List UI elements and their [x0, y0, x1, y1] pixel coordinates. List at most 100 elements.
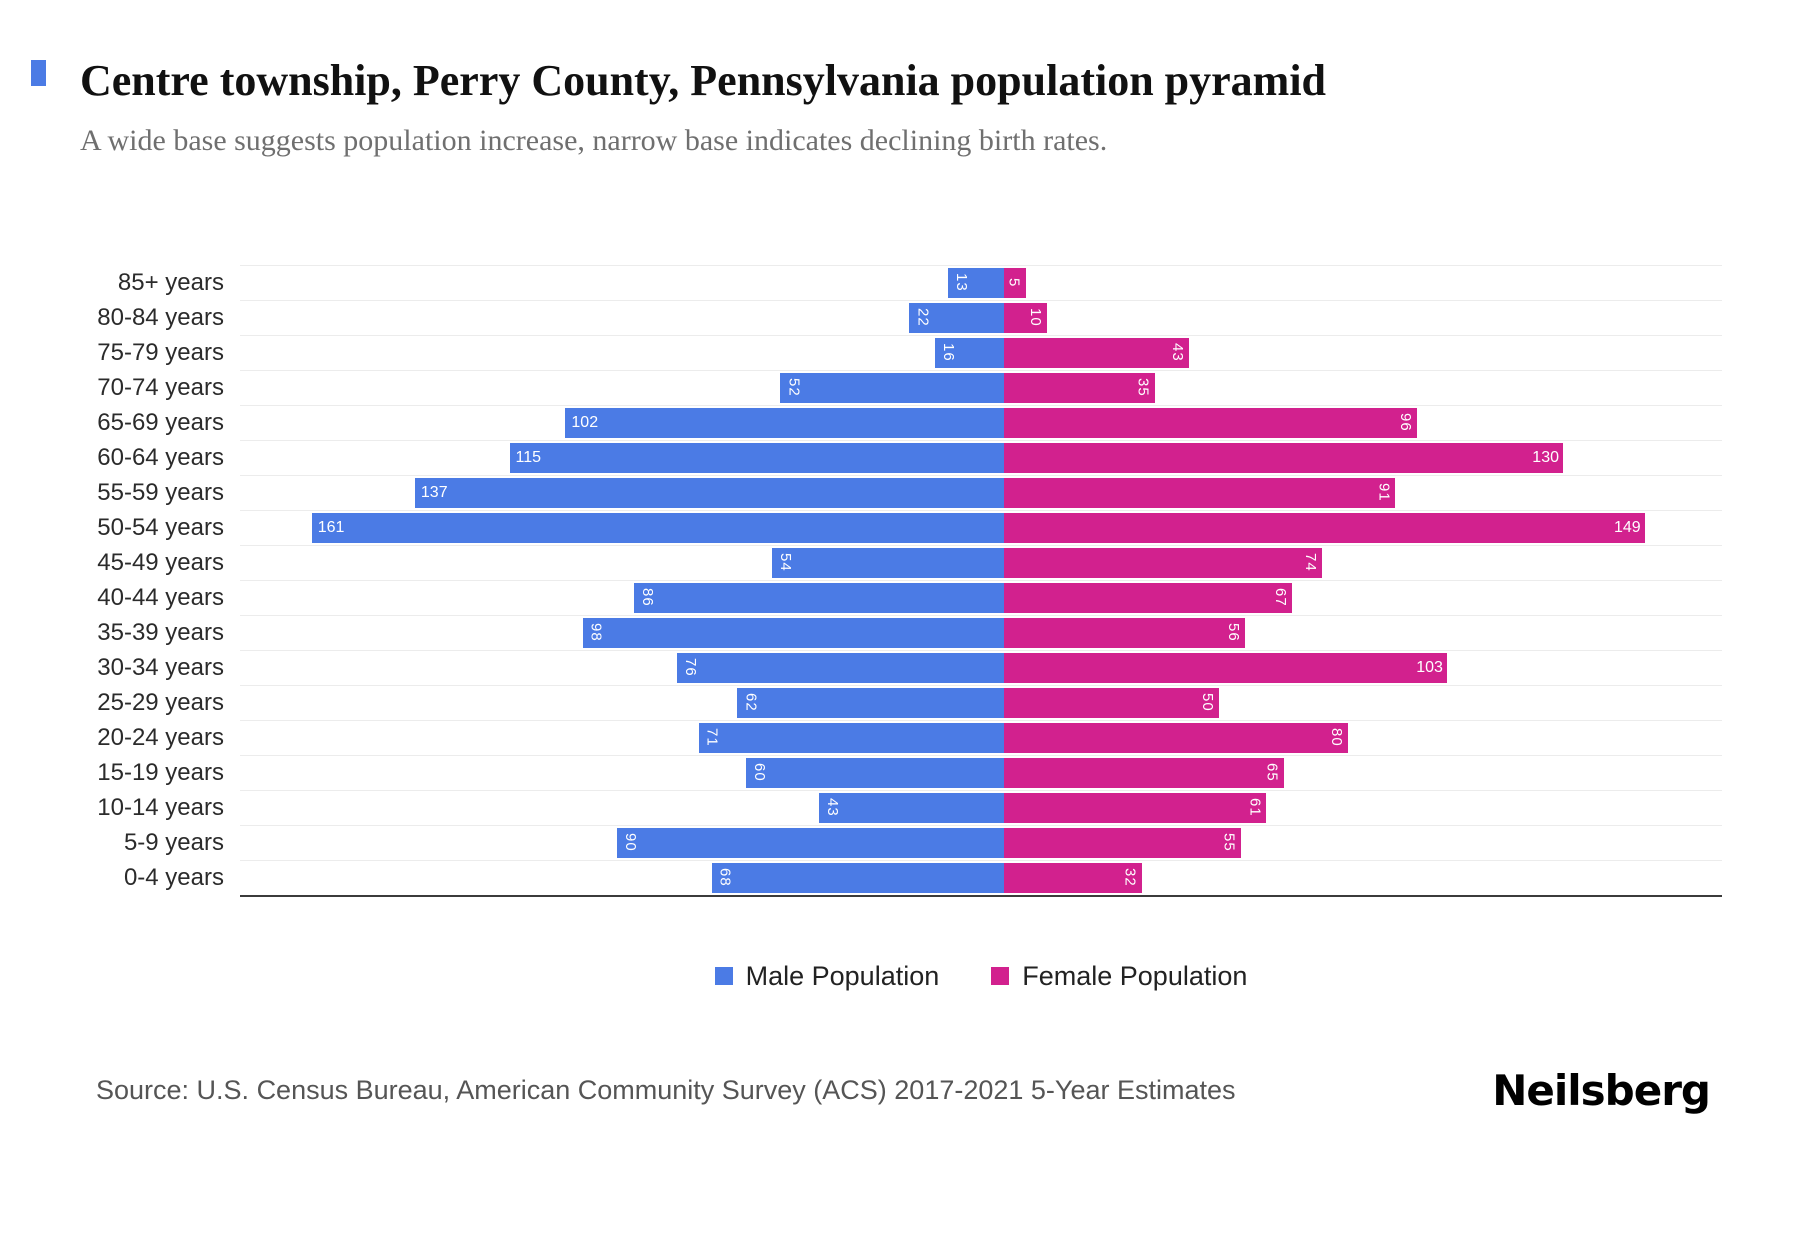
- pyramid-row: 30-34 years 76 103: [80, 649, 1722, 685]
- male-bar-value: 90: [622, 833, 639, 852]
- pyramid-row: 5-9 years 90 55: [80, 824, 1722, 860]
- male-half: 60: [240, 756, 1004, 790]
- female-bar[interactable]: 10: [1004, 302, 1047, 333]
- pyramid-row: 55-59 years 137 91: [80, 474, 1722, 510]
- age-group-label: 35-39 years: [97, 618, 224, 646]
- female-bar[interactable]: 5: [1004, 267, 1026, 298]
- female-bar[interactable]: 74: [1004, 547, 1323, 578]
- male-half: 16: [240, 336, 1004, 370]
- pyramid-row: 65-69 years 102 96: [80, 404, 1722, 440]
- pyramid-row: 35-39 years 98 56: [80, 614, 1722, 650]
- female-half: 61: [1004, 791, 1722, 825]
- age-group-label: 40-44 years: [97, 583, 224, 611]
- male-bar[interactable]: 76: [677, 652, 1004, 683]
- male-bar-value: 137: [420, 483, 448, 501]
- female-half: 10: [1004, 301, 1722, 335]
- male-bar-value: 60: [751, 763, 768, 782]
- female-bar-value: 91: [1375, 483, 1393, 502]
- male-bar[interactable]: 16: [935, 337, 1004, 368]
- pyramid-row: 10-14 years 43 61: [80, 789, 1722, 825]
- female-half: 32: [1004, 861, 1722, 895]
- male-bar[interactable]: 90: [617, 827, 1004, 858]
- female-bar[interactable]: 80: [1004, 722, 1348, 753]
- pyramid-row: 85+ years 13 5: [80, 264, 1722, 300]
- male-half: 13: [240, 266, 1004, 300]
- female-half: 50: [1004, 686, 1722, 720]
- female-bar[interactable]: 67: [1004, 582, 1293, 613]
- male-bar-value: 71: [703, 728, 721, 747]
- female-half: 149: [1004, 511, 1722, 545]
- male-half: 43: [240, 791, 1004, 825]
- male-bar[interactable]: 43: [819, 792, 1004, 823]
- male-bar-value: 68: [716, 868, 734, 887]
- male-bar[interactable]: 62: [737, 687, 1004, 718]
- male-bar[interactable]: 137: [414, 477, 1004, 508]
- corner-accent: [31, 60, 46, 86]
- pyramid-row: 70-74 years 52 35: [80, 369, 1722, 405]
- male-bar[interactable]: 102: [565, 407, 1004, 438]
- pyramid-row: 25-29 years 62 50: [80, 684, 1722, 720]
- male-half: 68: [240, 861, 1004, 895]
- male-bar-value: 13: [953, 273, 971, 292]
- plot-row: 13 5: [240, 264, 1722, 300]
- female-bar-value: 80: [1328, 728, 1345, 747]
- female-bar[interactable]: 96: [1004, 407, 1417, 438]
- male-bar[interactable]: 98: [582, 617, 1004, 648]
- pyramid-row: 50-54 years 161 149: [80, 509, 1722, 545]
- female-bar[interactable]: 65: [1004, 757, 1284, 788]
- male-half: 54: [240, 546, 1004, 580]
- female-bar-value: 50: [1199, 693, 1216, 712]
- legend-item-male[interactable]: Male Population: [714, 960, 940, 992]
- female-bar[interactable]: 56: [1004, 617, 1245, 648]
- female-bar[interactable]: 61: [1004, 792, 1267, 823]
- male-bar[interactable]: 13: [948, 267, 1004, 298]
- age-group-label: 70-74 years: [97, 373, 224, 401]
- female-bar[interactable]: 55: [1004, 827, 1241, 858]
- x-axis-line: [240, 894, 1722, 897]
- pyramid-row: 15-19 years 60 65: [80, 754, 1722, 790]
- age-group-label: 65-69 years: [97, 408, 224, 436]
- female-bar[interactable]: 43: [1004, 337, 1189, 368]
- female-bar[interactable]: 130: [1004, 442, 1563, 473]
- female-bar-value: 55: [1220, 833, 1238, 852]
- plot-row: 86 67: [240, 579, 1722, 615]
- male-bar[interactable]: 86: [634, 582, 1004, 613]
- brand-logo[interactable]: Neilsberg: [1492, 1065, 1711, 1115]
- plot-row: 161 149: [240, 509, 1722, 545]
- female-bar-value: 5: [1005, 277, 1023, 288]
- male-bar[interactable]: 161: [311, 512, 1004, 543]
- age-group-label: 85+ years: [117, 268, 224, 296]
- male-half: 22: [240, 301, 1004, 335]
- female-half: 74: [1004, 546, 1722, 580]
- plot-row: 62 50: [240, 684, 1722, 720]
- pyramid-row: 45-49 years 54 74: [80, 544, 1722, 580]
- male-half: 161: [240, 511, 1004, 545]
- plot-row: 52 35: [240, 369, 1722, 405]
- male-bar-value: 62: [742, 693, 760, 712]
- male-bar[interactable]: 68: [711, 862, 1004, 893]
- female-bar[interactable]: 91: [1004, 477, 1396, 508]
- male-bar[interactable]: 60: [746, 757, 1004, 788]
- female-bar[interactable]: 35: [1004, 372, 1155, 403]
- female-bar-value: 56: [1224, 623, 1242, 642]
- female-bar[interactable]: 50: [1004, 687, 1219, 718]
- female-bar[interactable]: 149: [1004, 512, 1645, 543]
- male-bar[interactable]: 54: [771, 547, 1004, 578]
- age-group-label: 45-49 years: [97, 548, 224, 576]
- male-bar[interactable]: 115: [509, 442, 1004, 473]
- female-bar-value: 35: [1134, 378, 1152, 397]
- plot-row: 68 32: [240, 859, 1722, 895]
- plot-row: 22 10: [240, 299, 1722, 335]
- female-bar[interactable]: 32: [1004, 862, 1142, 893]
- chart-legend: Male Population Female Population: [240, 961, 1722, 992]
- male-bar[interactable]: 52: [780, 372, 1004, 403]
- legend-item-female[interactable]: Female Population: [991, 961, 1247, 992]
- female-bar-value: 65: [1263, 763, 1281, 782]
- male-half: 52: [240, 371, 1004, 405]
- male-legend-label: Male Population: [745, 960, 940, 991]
- male-bar[interactable]: 71: [698, 722, 1004, 753]
- female-bar-value: 10: [1027, 308, 1044, 327]
- female-bar-value: 103: [1416, 658, 1443, 676]
- male-bar[interactable]: 22: [909, 302, 1004, 333]
- female-bar[interactable]: 103: [1004, 652, 1447, 683]
